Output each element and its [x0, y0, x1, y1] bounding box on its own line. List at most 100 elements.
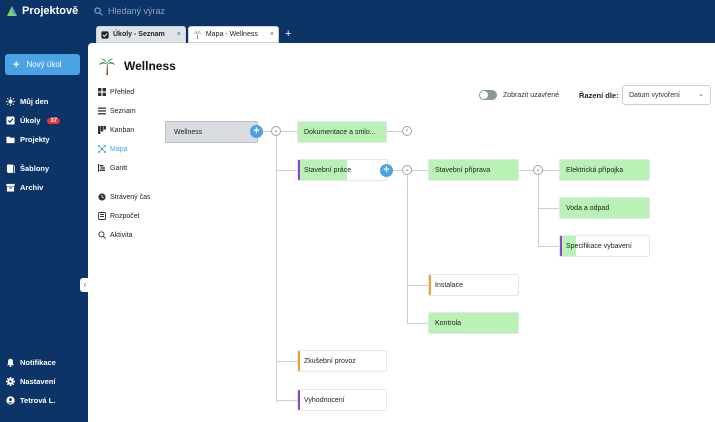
new-tab-button[interactable]: +: [284, 28, 292, 40]
subnav-label: Mapa: [110, 145, 128, 153]
node-progress-fill: [429, 313, 518, 333]
node-label: Voda a odpad: [566, 204, 610, 212]
app-logo[interactable]: Projektově: [6, 5, 78, 17]
plus-icon: +: [13, 58, 20, 71]
folder-icon: [6, 136, 15, 144]
chevron-down-icon: ⌄: [698, 91, 704, 98]
clock-icon: [98, 193, 106, 201]
sidebar-collapse-button[interactable]: ‹: [80, 278, 90, 292]
connector: [276, 136, 277, 403]
new-task-button[interactable]: + Nový úkol: [5, 54, 80, 75]
close-icon[interactable]: ×: [269, 31, 274, 38]
map-node-elektricka-pripojka[interactable]: Elektrická přípojka: [559, 159, 650, 181]
map-node-kontrola[interactable]: Kontrola: [428, 312, 519, 334]
expand-toggle-icon[interactable]: ›: [402, 126, 412, 136]
node-status-bar: [560, 236, 562, 256]
node-label: Specifikace vybavení: [566, 242, 632, 250]
map-node-voda-a-odpad[interactable]: Voda a odpad: [559, 197, 650, 219]
tab-bar: Úkoly - Seznam × Mapa - Wellness × +: [96, 26, 291, 43]
template-icon: [6, 164, 15, 173]
gantt-icon: [98, 164, 105, 172]
connector: [258, 131, 271, 132]
search-placeholder: Hledaný výraz: [108, 6, 166, 16]
node-progress-fill: [429, 160, 518, 180]
connector: [519, 170, 533, 171]
subnav-label: Kanban: [110, 126, 135, 134]
activity-icon: [98, 231, 106, 239]
search-bar[interactable]: Hledaný výraz: [94, 6, 165, 16]
sort-label: Řazení dle:: [579, 91, 619, 100]
node-label: Vyhodnocení: [304, 396, 345, 404]
sidebar-item-notifications[interactable]: Notifikace: [6, 358, 56, 367]
subnav-gantt[interactable]: Gantt: [98, 164, 127, 172]
subnav-label: Seznam: [110, 107, 136, 115]
sidebar-item-label: Notifikace: [20, 358, 56, 367]
map-node-specifikace-vybaveni[interactable]: Specifikace vybavení: [559, 235, 650, 257]
node-label: Wellness: [174, 128, 203, 136]
logo-icon: [7, 6, 17, 16]
subnav-activity[interactable]: Aktivita: [98, 231, 133, 239]
connector: [412, 170, 428, 171]
map-node-vyhodnoceni[interactable]: Vyhodnocení: [297, 389, 387, 411]
node-status-bar: [298, 351, 300, 371]
sidebar-item-templates[interactable]: Šablony: [6, 164, 49, 173]
checklist-icon: [101, 30, 109, 39]
add-child-button[interactable]: +: [250, 125, 263, 138]
show-closed-toggle-wrap[interactable]: Zobrazit uzavřené: [479, 90, 559, 100]
tab-tasks-list[interactable]: Úkoly - Seznam ×: [96, 26, 186, 43]
connector: [388, 170, 402, 171]
sidebar-item-user[interactable]: Tetrová L.: [6, 396, 55, 405]
overview-icon: [98, 88, 106, 96]
subnav-time-spent[interactable]: Strávený čas: [98, 193, 150, 201]
map-node-stavebni-priprava[interactable]: Stavební příprava: [428, 159, 519, 181]
connector: [543, 170, 559, 171]
sidebar-item-label: Tetrová L.: [20, 396, 56, 405]
sidebar-item-tasks[interactable]: Úkoly 37: [6, 116, 61, 125]
subnav-label: Přehled: [110, 88, 135, 96]
connector: [276, 361, 297, 362]
connector: [538, 246, 559, 247]
subnav-label: Strávený čas: [110, 193, 151, 201]
add-child-button[interactable]: +: [380, 164, 393, 177]
sort-select[interactable]: Datum vytvoření ⌄: [622, 85, 711, 105]
close-icon[interactable]: ×: [176, 31, 181, 38]
tab-map-wellness[interactable]: Mapa - Wellness ×: [187, 26, 279, 43]
collapse-toggle-icon[interactable]: ⌄: [533, 165, 543, 175]
map-root-node[interactable]: Wellness: [165, 121, 258, 143]
sidebar-item-archive[interactable]: Archiv: [6, 183, 43, 192]
map-node-zkusebni-provoz[interactable]: Zkušební provoz: [297, 350, 387, 372]
sidebar-item-settings[interactable]: Nastavení: [6, 377, 55, 386]
collapse-toggle-icon[interactable]: ⌄: [402, 165, 412, 175]
sidebar-item-label: Můj den: [20, 97, 49, 106]
map-node-stavebni-prace[interactable]: Stavební práce: [297, 159, 388, 181]
subnav-list[interactable]: Seznam: [98, 107, 136, 115]
map-node-dokumentace[interactable]: Dokumentace a smlo...: [297, 121, 387, 143]
subnav-map[interactable]: Mapa: [98, 145, 128, 153]
connector: [407, 285, 428, 286]
node-label: Stavební příprava: [435, 166, 491, 174]
sidebar-item-projects[interactable]: Projekty: [6, 135, 50, 144]
sidebar: Projektově + Nový úkol Můj den Úkoly 37 …: [0, 0, 88, 422]
node-progress-fill: [298, 122, 386, 142]
sidebar-item-label: Šablony: [20, 164, 50, 173]
kanban-icon: [98, 126, 106, 134]
collapse-toggle-icon[interactable]: ⌄: [271, 126, 281, 136]
show-closed-toggle[interactable]: [479, 90, 497, 100]
sidebar-item-label: Nastavení: [20, 377, 56, 386]
subnav-overview[interactable]: Přehled: [98, 88, 134, 96]
app-name: Projektově: [22, 5, 79, 17]
node-label: Elektrická přípojka: [566, 166, 624, 174]
sun-icon: [6, 97, 15, 106]
node-progress-fill: [560, 198, 649, 218]
sidebar-item-label: Projekty: [20, 135, 50, 144]
subnav-kanban[interactable]: Kanban: [98, 126, 134, 134]
node-status-bar: [298, 390, 300, 410]
subnav-label: Gantt: [110, 164, 128, 172]
page-title: Wellness: [98, 57, 176, 75]
checkbox-icon: [6, 116, 15, 125]
map-node-instalace[interactable]: Instalace: [428, 274, 519, 296]
show-closed-label: Zobrazit uzavřené: [503, 91, 560, 99]
subnav-budget[interactable]: Rozpočet: [98, 212, 140, 220]
sidebar-item-my-day[interactable]: Můj den: [6, 97, 48, 106]
bell-icon: [6, 358, 15, 367]
